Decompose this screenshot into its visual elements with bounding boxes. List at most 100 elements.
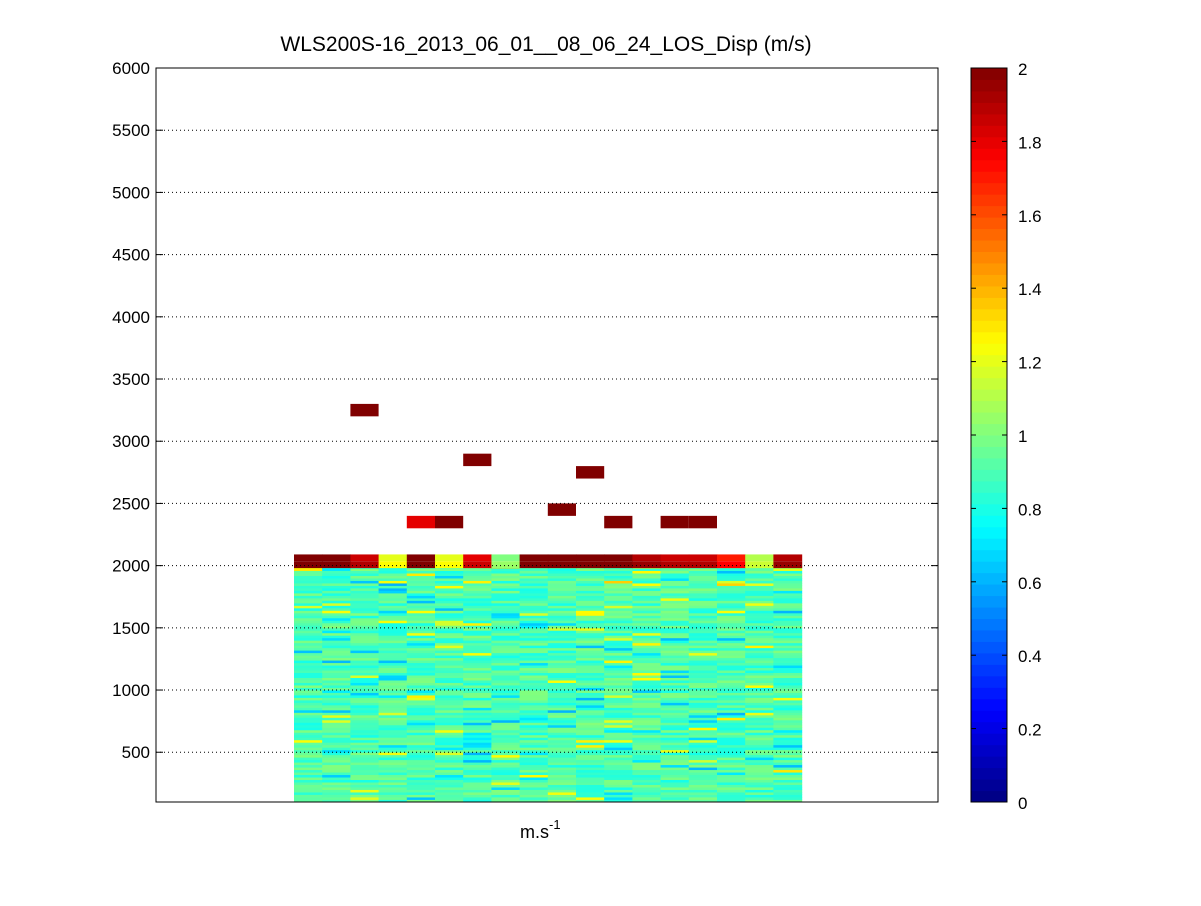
- heatmap-cell: [717, 762, 746, 766]
- heatmap-cell: [435, 722, 464, 726]
- heatmap-cell: [519, 767, 549, 771]
- heatmap-cell: [717, 784, 746, 788]
- heatmap-cell: [294, 665, 323, 669]
- colorbar-band: [971, 194, 1007, 207]
- heatmap-cell: [547, 665, 577, 669]
- heatmap-cell: [632, 610, 662, 614]
- heatmap-cell: [745, 752, 774, 756]
- heatmap-cell: [406, 772, 436, 776]
- heatmap-cell: [688, 719, 718, 723]
- heatmap-cell: [688, 642, 718, 646]
- heatmap-cell: [604, 612, 633, 616]
- heatmap-cell: [717, 699, 746, 703]
- heatmap-cell: [294, 622, 323, 626]
- heatmap-cell: [547, 732, 577, 736]
- heatmap-cell: [604, 722, 633, 726]
- heatmap-cell: [435, 595, 464, 599]
- heatmap-cell: [491, 722, 521, 726]
- heatmap-cell: [745, 660, 774, 664]
- heatmap-cell: [717, 744, 746, 748]
- heatmap-cell: [491, 764, 521, 768]
- heatmap-cell: [435, 647, 464, 651]
- heatmap-cell: [491, 665, 521, 669]
- heatmap-cell: [547, 799, 577, 803]
- heatmap-cell: [435, 690, 464, 693]
- heatmap-cell: [491, 625, 521, 629]
- heatmap-cell: [435, 709, 464, 713]
- heatmap-cell: [294, 667, 323, 671]
- heatmap-cell: [717, 789, 746, 793]
- heatmap-cell: [406, 779, 436, 783]
- heatmap-cell: [688, 754, 718, 758]
- heatmap-cell: [688, 670, 718, 674]
- heatmap-cell: [519, 672, 549, 676]
- heatmap-cell: [350, 697, 380, 701]
- heatmap-cell: [632, 714, 662, 718]
- heatmap-cell: [350, 714, 380, 718]
- heatmap-cell: [406, 787, 436, 790]
- heatmap-cell: [519, 670, 549, 674]
- heatmap-cell: [547, 627, 577, 631]
- heatmap-cell: [773, 592, 803, 596]
- heatmap-cell: [688, 692, 718, 696]
- heatmap-cell: [406, 752, 436, 756]
- heatmap-cell: [350, 575, 380, 579]
- heatmap-cell: [322, 722, 351, 726]
- heatmap-cell: [378, 687, 408, 691]
- heatmap-cell: [745, 719, 774, 723]
- heatmap-cell: [463, 794, 492, 798]
- heatmap-cell: [717, 675, 746, 678]
- heatmap-cell: [378, 744, 408, 748]
- heatmap-cell: [576, 592, 605, 596]
- heatmap-cell: [632, 704, 662, 708]
- heatmap-cell: [294, 677, 323, 681]
- heatmap-cell: [604, 600, 633, 604]
- heatmap-cell: [491, 752, 521, 756]
- heatmap-cell: [773, 782, 803, 785]
- heatmap-cell: [688, 685, 718, 688]
- heatmap-cell: [604, 677, 633, 681]
- heatmap-cell: [660, 739, 690, 743]
- heatmap-cell: [745, 583, 774, 586]
- heatmap-cell: [322, 675, 351, 678]
- heatmap-cell: [378, 747, 408, 751]
- heatmap-cell: [294, 607, 323, 611]
- heatmap-cell: [773, 642, 803, 646]
- heatmap-cell: [576, 754, 605, 758]
- heatmap-cell: [491, 595, 521, 599]
- heatmap-cell: [406, 799, 436, 803]
- heatmap-cell: [717, 655, 746, 659]
- heatmap-cell: [463, 719, 492, 723]
- heatmap-cell: [463, 615, 492, 619]
- heatmap-cell: [717, 657, 746, 661]
- heatmap-cell: [660, 617, 690, 621]
- heatmap-cell: [378, 774, 408, 778]
- heatmap-cell: [547, 575, 577, 579]
- heatmap-cell: [604, 645, 633, 649]
- heatmap-cell: [773, 647, 803, 651]
- heatmap-cell: [378, 612, 408, 616]
- heatmap-cell: [604, 635, 633, 639]
- heatmap-cell: [576, 647, 605, 651]
- heatmap-cell: [688, 650, 718, 654]
- heatmap-cell: [491, 682, 521, 686]
- heatmap-cell: [322, 630, 351, 634]
- heatmap-cell: [491, 600, 521, 604]
- heatmap-cell: [435, 667, 464, 671]
- heatmap-cell: [519, 787, 549, 790]
- heatmap-cell: [491, 622, 521, 626]
- heatmap-cell: [294, 732, 323, 736]
- heatmap-cell: [519, 702, 549, 706]
- heatmap-cell: [519, 752, 549, 756]
- heatmap-cell: [491, 561, 521, 569]
- plot-area: [294, 403, 803, 803]
- heatmap-cell: [717, 568, 746, 572]
- heatmap-cell: [717, 561, 746, 569]
- heatmap-cell: [491, 605, 521, 609]
- heatmap-cell: [660, 561, 690, 569]
- heatmap-cell: [547, 561, 577, 569]
- heatmap-cell: [378, 620, 408, 624]
- colorbar-band: [971, 446, 1007, 459]
- heatmap-cell: [519, 605, 549, 609]
- heatmap-cell: [350, 787, 380, 790]
